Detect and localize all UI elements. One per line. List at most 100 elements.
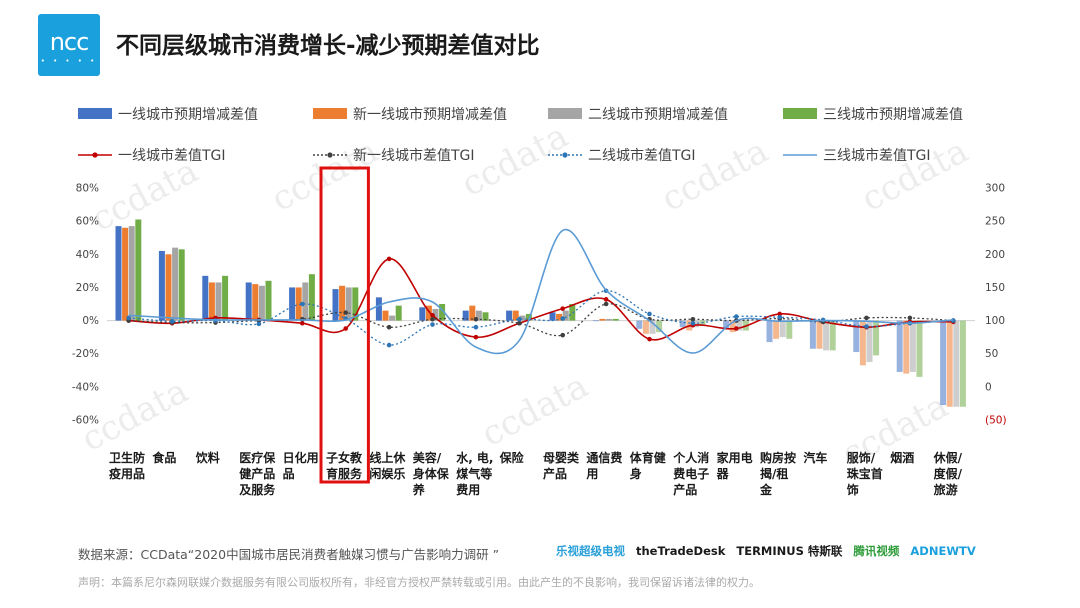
y-right-tick: 150 xyxy=(985,282,1005,294)
x-tick-label: 服饰/ xyxy=(847,450,876,465)
sponsor-logo: ADNEWTV xyxy=(910,544,976,558)
bar xyxy=(569,304,576,321)
x-tick-label: 及服务 xyxy=(239,482,276,497)
x-tick-label: 闲娱乐 xyxy=(369,466,405,481)
tgi-marker xyxy=(560,316,565,321)
tgi-marker xyxy=(734,314,739,319)
bar xyxy=(953,320,960,407)
x-tick-label: 煤气等 xyxy=(456,466,492,481)
bar xyxy=(916,320,923,377)
tgi-marker xyxy=(560,306,565,311)
legend-marker xyxy=(327,152,333,158)
bar xyxy=(345,287,352,321)
bar xyxy=(202,275,209,321)
legend-label: 二线城市差值TGI xyxy=(588,147,696,164)
bar xyxy=(656,320,663,333)
y-right-tick: 100 xyxy=(985,315,1005,327)
bar xyxy=(779,320,786,338)
bar xyxy=(940,320,947,406)
sponsor-logo: 腾讯视频 xyxy=(853,544,900,558)
tgi-marker xyxy=(647,336,652,342)
sponsor-logo: 乐视超级电视 xyxy=(556,544,625,558)
tgi-marker xyxy=(777,314,782,320)
y-left-tick: 0% xyxy=(82,315,99,327)
tgi-marker xyxy=(473,316,479,322)
bar xyxy=(245,282,252,321)
disclaimer: 声明：本篇系尼尔森网联媒介数据服务有限公司版权所有，非经官方授权严禁转载或引用。… xyxy=(78,576,760,589)
tgi-marker xyxy=(386,324,392,330)
bar xyxy=(389,315,396,321)
x-tick-label: 水, 电, xyxy=(456,450,493,465)
bar xyxy=(853,320,860,353)
watermark: ccdata xyxy=(85,151,204,240)
sponsor-logo: TERMINUS 特斯联 xyxy=(736,544,843,558)
legend-label: 一线城市预期增减差值 xyxy=(118,106,258,123)
tgi-marker xyxy=(734,326,739,331)
legend-label: 一线城市差值TGI xyxy=(118,147,226,164)
tgi-marker xyxy=(343,310,349,315)
ncc-logo: ncc • • • • • xyxy=(38,14,100,76)
bar xyxy=(873,320,880,356)
y-left-tick: -20% xyxy=(72,348,99,360)
bar xyxy=(512,310,519,321)
bar xyxy=(649,320,656,334)
bar xyxy=(265,280,272,321)
bar xyxy=(766,320,773,343)
bar xyxy=(592,320,599,322)
y-left-tick: -40% xyxy=(72,381,99,393)
legend-swatch xyxy=(783,108,817,119)
x-tick-label: 子女教 xyxy=(326,450,363,465)
bar xyxy=(612,318,619,321)
legend-label: 三线城市预期增减差值 xyxy=(823,106,963,123)
bar xyxy=(606,318,613,321)
bar xyxy=(896,320,903,372)
bar xyxy=(128,226,135,321)
bar xyxy=(302,282,309,321)
bar xyxy=(375,297,382,321)
x-tick-label: 珠宝首 xyxy=(847,466,883,481)
x-tick-label: 饮料 xyxy=(195,450,220,465)
legend-marker xyxy=(562,152,568,158)
x-tick-label: 用 xyxy=(585,467,598,481)
bar xyxy=(909,320,916,372)
tgi-marker xyxy=(690,320,696,326)
tgi-marker xyxy=(430,322,435,327)
bar xyxy=(736,320,743,331)
watermark: ccdata xyxy=(475,366,594,455)
x-tick-label: 身体保 xyxy=(413,466,450,481)
bar xyxy=(859,320,866,366)
x-tick-label: 购房按 xyxy=(760,450,796,465)
legend-marker xyxy=(92,152,98,158)
bar xyxy=(506,310,513,321)
tgi-marker xyxy=(300,301,305,307)
x-tick-label: 医疗保 xyxy=(239,450,276,465)
bar xyxy=(115,226,122,321)
x-tick-label: 家用电 xyxy=(717,450,753,465)
legend-label: 三线城市差值TGI xyxy=(823,147,931,164)
bar xyxy=(525,313,532,321)
legend-swatch xyxy=(548,108,582,119)
bar xyxy=(352,287,359,321)
bar xyxy=(556,313,563,321)
bar xyxy=(165,254,172,321)
tgi-marker xyxy=(169,318,175,324)
bar xyxy=(462,310,469,321)
bar xyxy=(773,320,780,339)
tgi-marker xyxy=(603,301,609,307)
x-tick-label: 线上休 xyxy=(369,450,406,465)
bar xyxy=(252,284,259,321)
bar xyxy=(866,320,873,362)
watermark: ccdata xyxy=(655,131,774,220)
x-tick-label: 通信费 xyxy=(586,450,622,465)
tgi-line xyxy=(128,303,954,337)
page-title: 不同层级城市消费增长-减少预期差值对比 xyxy=(116,33,540,59)
bar xyxy=(946,320,953,407)
bar xyxy=(222,275,229,321)
bar xyxy=(178,249,185,321)
tgi-marker xyxy=(864,315,869,321)
data-source: 数据来源：CCData“2020中国城市居民消费者触媒习惯与广告影响力调研 ” xyxy=(78,547,500,562)
bar xyxy=(469,305,476,321)
x-tick-label: 休假/ xyxy=(933,450,963,465)
x-tick-label: 饰 xyxy=(847,482,859,497)
bar xyxy=(439,304,446,321)
